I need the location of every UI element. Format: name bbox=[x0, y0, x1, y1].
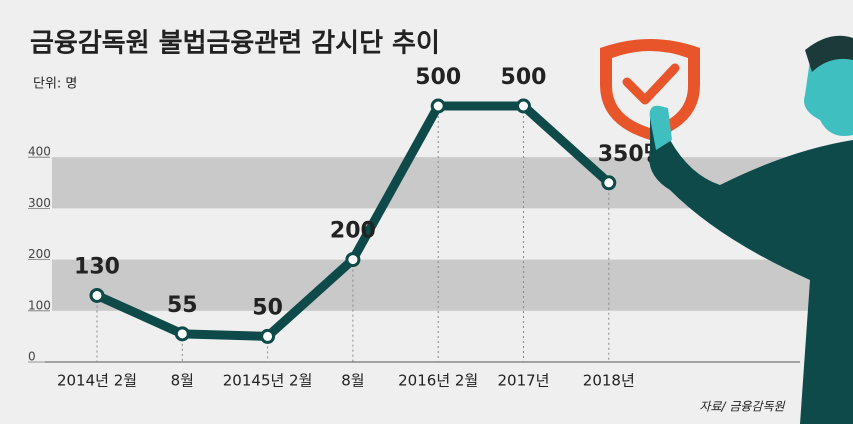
chart: 금융감독원 불법금융관련 감시단 추이 단위: 명 0 100 200 300 400 2… bbox=[0, 0, 853, 424]
value-label: 200 bbox=[330, 219, 376, 244]
x-tick-label: 2014년 2월 bbox=[57, 372, 137, 390]
point bbox=[432, 100, 444, 112]
point bbox=[518, 100, 530, 112]
subtitle: 단위: 명 bbox=[33, 77, 77, 92]
x-tick-label: 20145년 2월 bbox=[223, 372, 313, 390]
point bbox=[91, 289, 103, 301]
value-label: 55 bbox=[167, 293, 198, 318]
x-tick-label: 8월 bbox=[341, 372, 364, 390]
y-tick-label: 400 bbox=[28, 145, 51, 159]
value-label: 130 bbox=[74, 254, 120, 279]
value-label: 500 bbox=[415, 65, 461, 90]
y-tick-label: 100 bbox=[28, 298, 51, 312]
source: 자료/ 금융감독원 bbox=[699, 400, 785, 414]
y-tick-label: 300 bbox=[28, 196, 51, 210]
chart-title: 금융감독원 불법금융관련 감시단 추이 bbox=[30, 29, 440, 59]
value-label: 500 bbox=[501, 65, 547, 90]
point bbox=[603, 177, 615, 189]
point bbox=[262, 330, 274, 342]
value-label: 50 bbox=[252, 295, 283, 320]
y-tick-label: 0 bbox=[28, 350, 36, 364]
y-tick-label: 200 bbox=[28, 247, 51, 261]
x-tick-label: 2018년 bbox=[583, 372, 635, 390]
x-tick-label: 2016년 2월 bbox=[398, 372, 478, 390]
point bbox=[176, 328, 188, 340]
point bbox=[347, 254, 359, 266]
x-tick-label: 2017년 bbox=[498, 372, 550, 390]
x-tick-label: 8월 bbox=[171, 372, 194, 390]
